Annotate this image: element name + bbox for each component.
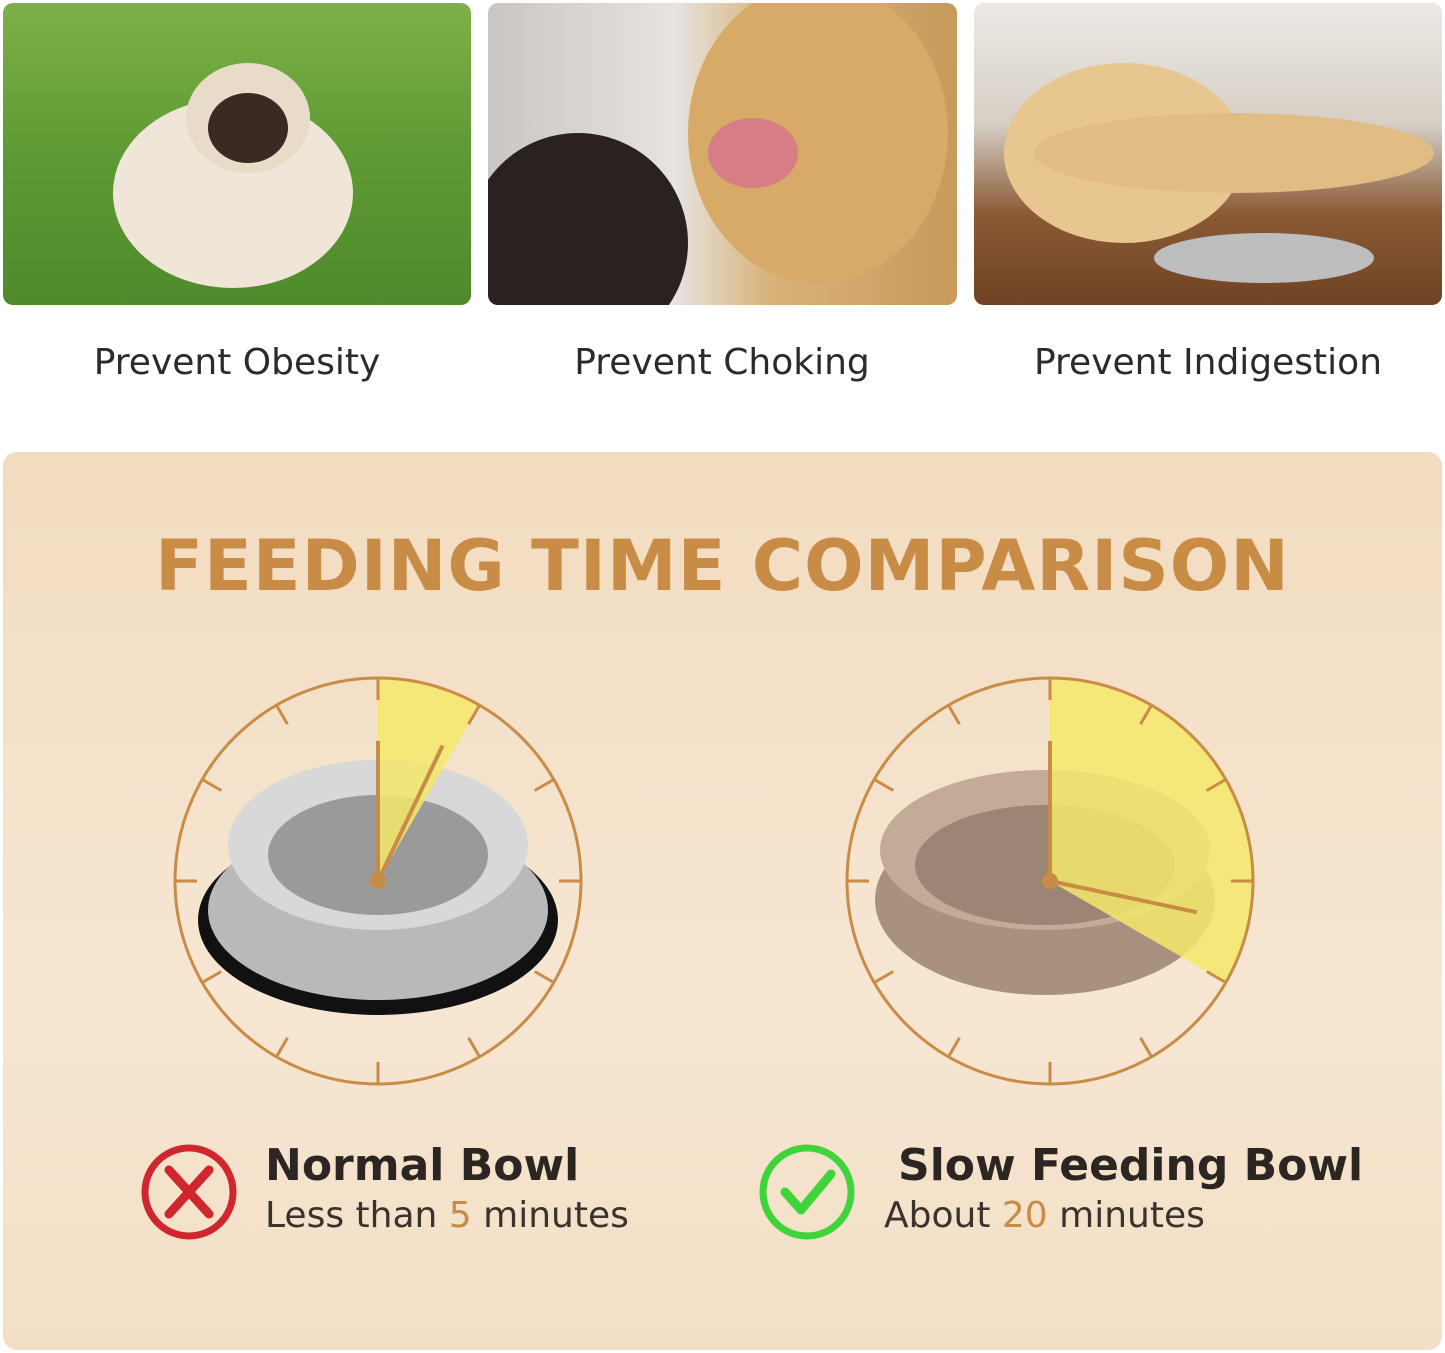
time-suffix: minutes [1047, 1195, 1205, 1236]
green-check-circle-icon [759, 1144, 855, 1240]
slow-bowl-clock [845, 676, 1255, 1086]
clock-tick [873, 778, 894, 792]
clock-tick [947, 704, 961, 725]
clock-tick [873, 970, 894, 984]
clock-hour-hand [376, 744, 445, 882]
clock-hour-hand [1049, 879, 1198, 915]
clock-center [1042, 873, 1058, 889]
comparison-title: FEEDING TIME COMPARISON [155, 525, 1290, 607]
pug-photo [3, 3, 471, 305]
clock-tick [1139, 1037, 1153, 1058]
time-minutes: 20 [1001, 1195, 1048, 1236]
clock-tick [947, 1037, 961, 1058]
clock-tick [467, 1037, 481, 1058]
time-wedge [1050, 678, 1253, 983]
normal-bowl-name: Normal Bowl [265, 1140, 580, 1191]
clock-tick [275, 1037, 289, 1058]
normal-bowl-time: Less than 5 minutes [265, 1195, 629, 1236]
caption-indigestion: Prevent Indigestion [1033, 342, 1383, 383]
clock-tick [1206, 778, 1227, 792]
clock-tick [534, 778, 555, 792]
time-prefix: About [884, 1195, 1002, 1236]
time-prefix: Less than [265, 1195, 449, 1236]
caption-choking: Prevent Choking [574, 342, 870, 383]
clock-tick [1206, 970, 1227, 984]
clock-tick [201, 778, 222, 792]
labrador-photo [974, 3, 1442, 305]
clock-tick [1139, 704, 1153, 725]
normal-bowl-clock [173, 676, 583, 1086]
clock-center [370, 873, 386, 889]
time-suffix: minutes [471, 1195, 629, 1236]
slow-bowl-name: Slow Feeding Bowl [898, 1140, 1364, 1191]
red-x-circle-icon [141, 1144, 237, 1240]
slow-bowl-time: About 20 minutes [884, 1195, 1363, 1236]
clock-tick [275, 704, 289, 725]
time-minutes: 5 [448, 1195, 472, 1236]
caption-obesity: Prevent Obesity [93, 342, 381, 383]
normal-bowl-label: Normal Bowl Less than 5 minutes [265, 1140, 629, 1236]
slow-bowl-label: Slow Feeding Bowl About 20 minutes [884, 1140, 1363, 1236]
clock-tick [534, 970, 555, 984]
retriever-photo [488, 3, 957, 305]
clock-tick [201, 970, 222, 984]
clock-tick [467, 704, 481, 725]
